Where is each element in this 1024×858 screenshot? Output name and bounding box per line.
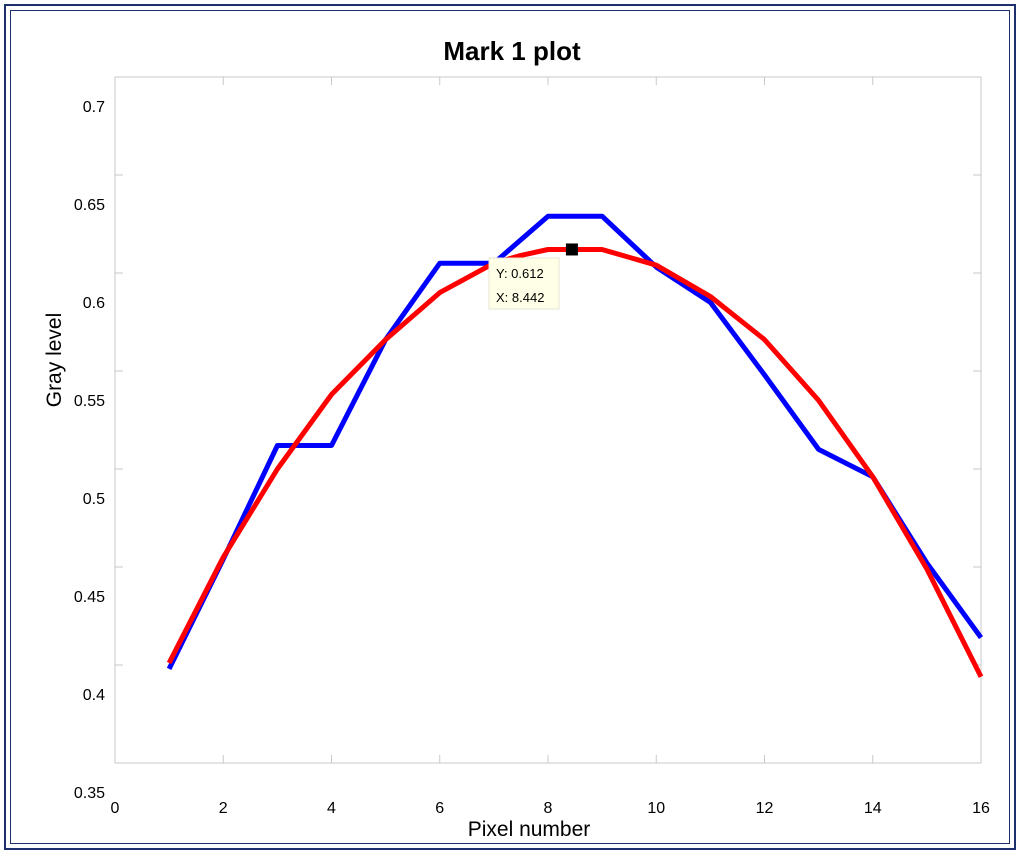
y-axis-label: Gray level	[43, 313, 66, 408]
series-layer	[166, 213, 984, 678]
x-tick-label: 14	[864, 800, 882, 817]
datatip-box	[488, 257, 560, 310]
x-tick-label: 8	[544, 800, 553, 817]
x-tick-label: 12	[756, 800, 774, 817]
x-tick-label: 0	[111, 800, 120, 817]
datatip-y-label: Y: 0.612	[496, 266, 544, 281]
series-line-2	[166, 247, 984, 678]
y-tick-label: 0.7	[83, 99, 105, 116]
x-tick-labels: 0 2 4 6 8 10 12 14 16	[111, 800, 990, 817]
y-tick-label: 0.55	[74, 393, 105, 410]
y-tick-label: 0.6	[83, 295, 105, 312]
x-axis-label: Pixel number	[468, 818, 591, 841]
figure-frame	[4, 4, 1016, 850]
plot-area	[114, 76, 982, 764]
x-tick-label: 4	[327, 800, 336, 817]
series-line-1	[166, 213, 984, 671]
x-tick-label: 16	[972, 800, 990, 817]
x-tick-label: 2	[219, 800, 228, 817]
x-tick-label: 10	[647, 800, 665, 817]
y-tick-label: 0.35	[74, 785, 105, 802]
figure-inner-frame	[10, 10, 1010, 844]
datatip-x-label: X: 8.442	[496, 290, 544, 305]
datatip-marker[interactable]	[565, 243, 578, 256]
y-tick-label: 0.65	[74, 197, 105, 214]
y-tick-label: 0.45	[74, 589, 105, 606]
datatip[interactable]: Y: 0.612 X: 8.442	[488, 243, 578, 310]
x-tick-label: 6	[435, 800, 444, 817]
chart-title: Mark 1 plot	[443, 36, 581, 66]
y-tick-labels: 0.35 0.4 0.45 0.5 0.55 0.6 0.65 0.7	[74, 99, 105, 802]
y-tick-label: 0.5	[83, 491, 105, 508]
y-tick-label: 0.4	[83, 687, 105, 704]
